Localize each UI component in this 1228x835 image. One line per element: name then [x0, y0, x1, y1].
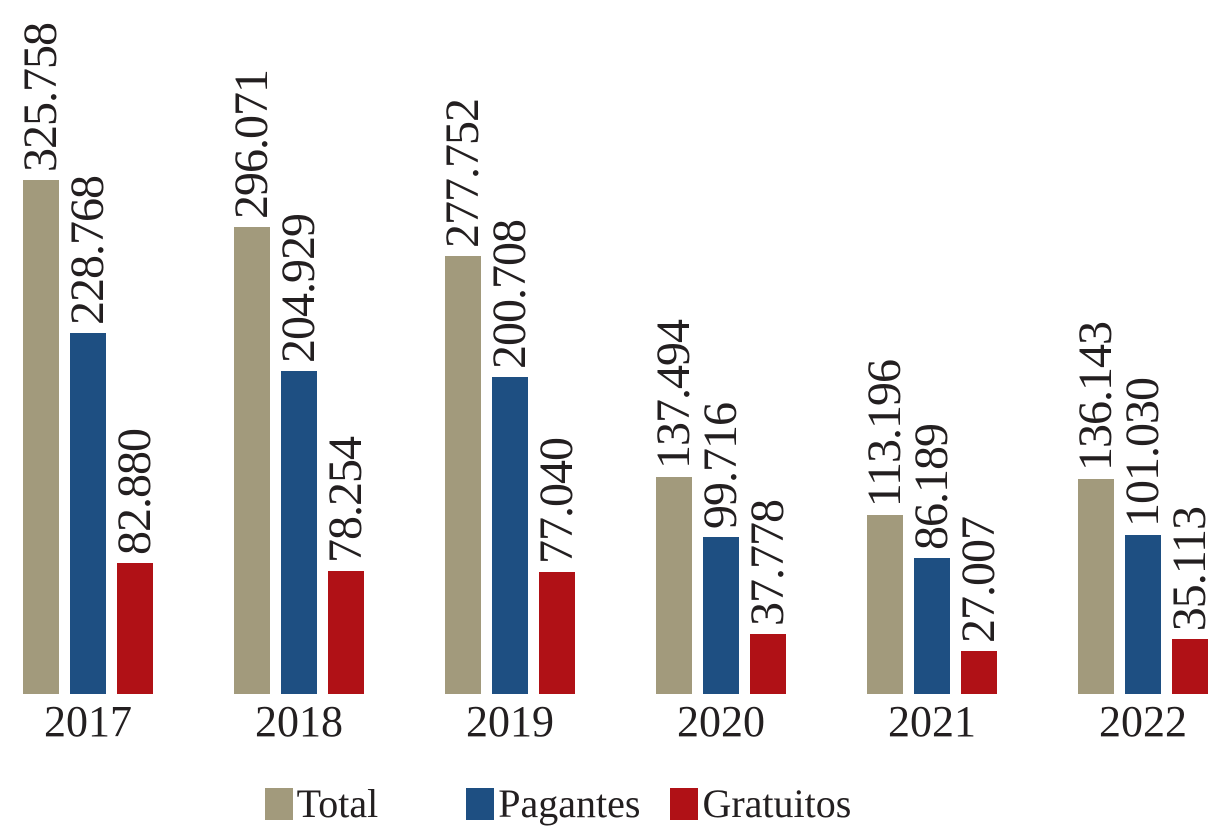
bar-gratuitos-2017: [117, 563, 153, 694]
bar-group-2017: 325.758 228.768 82.880 2017: [14, 0, 161, 746]
bar-value-label-gratuitos-2017: 82.880: [107, 429, 161, 555]
bar-group-2019: 277.752 200.708 77.040 2019: [436, 0, 583, 746]
bar-value-label-pagantes-2018: 204.929: [271, 214, 325, 363]
bar-value-label-pagantes-2022: 101.030: [1115, 378, 1169, 527]
bar-value-label-gratuitos-2019: 77.040: [529, 438, 583, 564]
bar-item-gratuitos-2022: 35.113: [1163, 0, 1216, 694]
bar-value-label-pagantes-2021: 86.189: [904, 424, 958, 550]
bar-total-2020: [656, 477, 692, 694]
legend-label-gratuitos: Gratuitos: [702, 781, 852, 826]
legend-swatch-total: [264, 788, 293, 820]
bar-group-2022: 136.143 101.030 35.113 2022: [1069, 0, 1216, 746]
bar-item-gratuitos-2018: 78.254: [319, 0, 372, 694]
bar-gratuitos-2021: [961, 651, 997, 694]
bar-total-2021: [867, 515, 903, 694]
bar-group-2020: 137.494 99.716 37.778 2020: [647, 0, 794, 746]
bar-group-2018: 296.071 204.929 78.254 2018: [225, 0, 372, 746]
x-axis-label-2021: 2021: [888, 697, 976, 746]
legend-swatch-gratuitos: [670, 788, 699, 820]
bar-item-gratuitos-2017: 82.880: [108, 0, 161, 694]
bar-item-pagantes-2018: 204.929: [272, 0, 325, 694]
legend-label-total: Total: [296, 781, 379, 826]
bar-gratuitos-2020: [750, 634, 786, 694]
bar-value-label-pagantes-2020: 99.716: [693, 403, 747, 529]
bar-item-gratuitos-2019: 77.040: [530, 0, 583, 694]
bar-item-pagantes-2021: 86.189: [905, 0, 958, 694]
x-axis-label-2018: 2018: [255, 697, 343, 746]
legend-item-total: Total: [264, 781, 379, 826]
x-axis-label-2017: 2017: [44, 697, 132, 746]
bar-item-total-2022: 136.143: [1069, 0, 1122, 694]
bar-gratuitos-2019: [539, 572, 575, 694]
bar-value-label-total-2021: 113.196: [857, 359, 911, 507]
bar-item-gratuitos-2021: 27.007: [952, 0, 1005, 694]
legend-item-pagantes: Pagantes: [466, 784, 640, 824]
legend: Total Pagantes Gratuitos: [0, 784, 1172, 824]
bar-total-2017: [23, 180, 59, 694]
bar-item-pagantes-2019: 200.708: [483, 0, 536, 694]
bar-value-label-gratuitos-2021: 27.007: [951, 517, 1005, 643]
bar-total-2019: [445, 256, 481, 694]
bar-pagantes-2017: [70, 333, 106, 694]
bar-value-label-gratuitos-2018: 78.254: [318, 437, 372, 563]
bar-value-label-total-2019: 277.752: [435, 99, 489, 248]
legend-item-gratuitos: Gratuitos: [670, 784, 851, 824]
bar-pagantes-2021: [914, 558, 950, 694]
bar-value-label-pagantes-2017: 228.768: [60, 176, 114, 325]
x-axis-label-2020: 2020: [677, 697, 765, 746]
bar-group-2021: 113.196 86.189 27.007 2021: [858, 0, 1005, 746]
bar-value-label-gratuitos-2022: 35.113: [1162, 506, 1216, 631]
bar-total-2018: [234, 227, 270, 694]
x-axis-label-2019: 2019: [466, 697, 554, 746]
bar-item-total-2017: 325.758: [14, 0, 67, 694]
bar-row: 296.071 204.929 78.254: [225, 0, 372, 694]
x-axis-label-2022: 2022: [1099, 697, 1187, 746]
bar-pagantes-2020: [703, 537, 739, 694]
bar-value-label-total-2017: 325.758: [13, 23, 67, 172]
bar-row: 136.143 101.030 35.113: [1069, 0, 1216, 694]
bar-pagantes-2019: [492, 377, 528, 694]
bar-value-label-gratuitos-2020: 37.778: [740, 500, 794, 626]
bar-item-total-2018: 296.071: [225, 0, 278, 694]
bar-row: 277.752 200.708 77.040: [436, 0, 583, 694]
legend-label-pagantes: Pagantes: [498, 781, 641, 826]
bar-pagantes-2022: [1125, 535, 1161, 694]
plot-area: 325.758 228.768 82.880 2017 296.071 204.929 78…: [14, 0, 1216, 746]
bar-gratuitos-2018: [328, 571, 364, 694]
bar-pagantes-2018: [281, 371, 317, 694]
bar-value-label-total-2018: 296.071: [224, 70, 278, 219]
bar-item-pagantes-2022: 101.030: [1116, 0, 1169, 694]
bar-item-total-2020: 137.494: [647, 0, 700, 694]
bar-item-pagantes-2017: 228.768: [61, 0, 114, 694]
bar-item-total-2019: 277.752: [436, 0, 489, 694]
bar-value-label-total-2022: 136.143: [1068, 322, 1122, 471]
bar-item-pagantes-2020: 99.716: [694, 0, 747, 694]
bar-item-gratuitos-2020: 37.778: [741, 0, 794, 694]
bar-value-label-total-2020: 137.494: [646, 320, 700, 469]
bar-total-2022: [1078, 479, 1114, 694]
legend-swatch-pagantes: [466, 788, 495, 820]
bar-gratuitos-2022: [1172, 639, 1208, 694]
bar-item-total-2021: 113.196: [858, 0, 911, 694]
bar-value-label-pagantes-2019: 200.708: [482, 220, 536, 369]
bar-row: 137.494 99.716 37.778: [647, 0, 794, 694]
bar-row: 325.758 228.768 82.880: [14, 0, 161, 694]
bar-row: 113.196 86.189 27.007: [858, 0, 1005, 694]
